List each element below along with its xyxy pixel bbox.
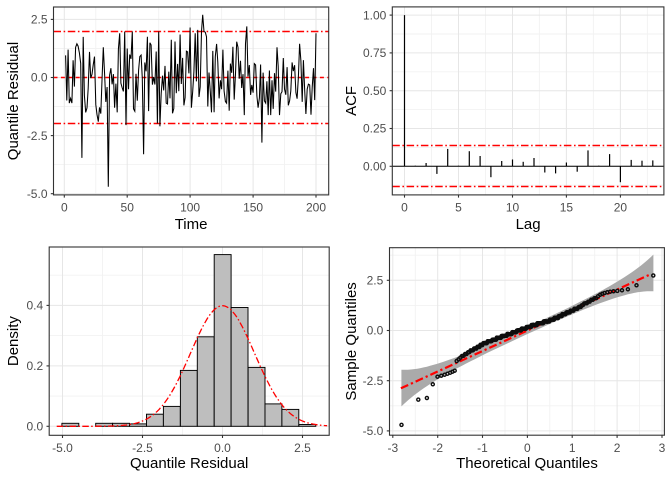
svg-text:3: 3 (659, 441, 666, 455)
svg-text:-5.0: -5.0 (52, 441, 73, 455)
svg-text:0.0: 0.0 (214, 441, 231, 455)
svg-text:-1: -1 (477, 441, 488, 455)
svg-text:Quantile Residual: Quantile Residual (130, 455, 248, 472)
svg-text:-2.5: -2.5 (363, 374, 384, 388)
svg-text:0.4: 0.4 (27, 299, 44, 313)
svg-text:-3: -3 (387, 441, 398, 455)
svg-text:2: 2 (614, 441, 621, 455)
svg-text:150: 150 (243, 201, 263, 215)
svg-text:Quantile Residual: Quantile Residual (5, 42, 22, 160)
svg-text:0.0: 0.0 (31, 71, 48, 85)
svg-text:1: 1 (569, 441, 576, 455)
svg-text:0.50: 0.50 (363, 84, 387, 98)
svg-text:-2: -2 (432, 441, 443, 455)
svg-text:-5.0: -5.0 (363, 424, 384, 438)
svg-text:Time: Time (175, 216, 208, 233)
svg-text:2.5: 2.5 (31, 13, 48, 27)
svg-text:ACF: ACF (343, 86, 360, 116)
svg-text:Density: Density (5, 316, 22, 367)
svg-text:2.5: 2.5 (367, 274, 384, 288)
svg-text:Theoretical Quantiles: Theoretical Quantiles (456, 455, 598, 472)
svg-text:-2.5: -2.5 (27, 129, 48, 143)
svg-text:Sample Quantiles: Sample Quantiles (343, 282, 360, 400)
svg-text:0: 0 (61, 201, 68, 215)
svg-text:0.0: 0.0 (27, 420, 44, 434)
svg-text:2.5: 2.5 (294, 441, 311, 455)
svg-text:0.00: 0.00 (363, 160, 387, 174)
svg-text:15: 15 (560, 201, 574, 215)
svg-text:1.00: 1.00 (363, 8, 387, 22)
svg-text:0.2: 0.2 (27, 359, 44, 373)
svg-text:0.75: 0.75 (363, 46, 387, 60)
svg-text:Lag: Lag (516, 216, 541, 233)
svg-text:0.25: 0.25 (363, 122, 387, 136)
svg-text:200: 200 (306, 201, 326, 215)
svg-text:10: 10 (506, 201, 520, 215)
svg-text:20: 20 (614, 201, 628, 215)
svg-text:-5.0: -5.0 (27, 187, 48, 201)
svg-text:100: 100 (180, 201, 200, 215)
svg-text:50: 50 (121, 201, 135, 215)
svg-text:0: 0 (401, 201, 408, 215)
svg-text:0.0: 0.0 (367, 324, 384, 338)
svg-text:-2.5: -2.5 (132, 441, 153, 455)
svg-text:5: 5 (455, 201, 462, 215)
svg-text:0: 0 (524, 441, 531, 455)
